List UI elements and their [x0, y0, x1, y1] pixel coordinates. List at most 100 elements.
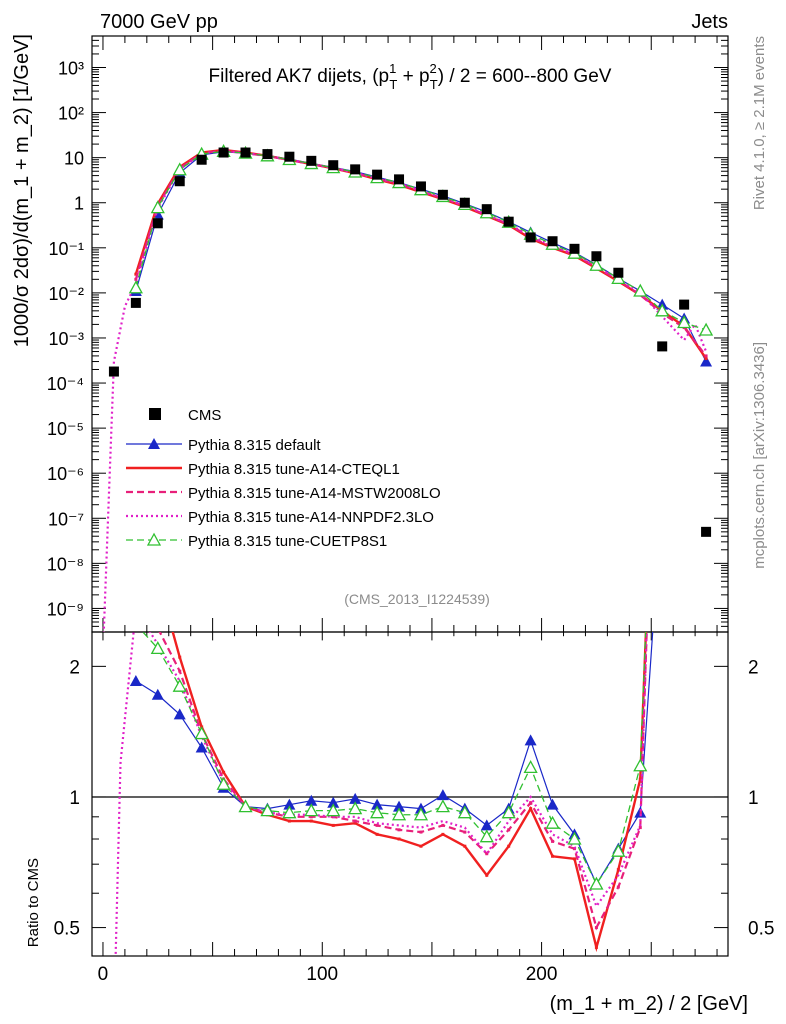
ratio-point-pythia-8-315-tune-a14-mstw2008lo — [397, 828, 401, 832]
data-point-cms — [459, 197, 470, 208]
ratio-point-pythia-8-315-tune-cuetp8s1 — [370, 805, 385, 819]
legend: CMS Pythia 8.315 default Pythia 8.315 tune… — [126, 407, 441, 550]
ratio-point-pythia-8-315-default — [129, 675, 142, 687]
ratio-point-pythia-8-315-default — [371, 798, 384, 810]
data-point-cms — [591, 251, 602, 262]
data-point-cms — [372, 169, 383, 180]
ratio-point-pythia-8-315-tune-a14-cteql1 — [397, 837, 401, 841]
ratio-point-pythia-8-315-tune-cuetp8s1 — [633, 758, 648, 772]
data-point-cms — [415, 181, 426, 192]
ratio-point-pythia-8-315-tune-a14-mstw2008lo — [485, 852, 489, 856]
ratio-point-pythia-8-315-default — [283, 798, 296, 810]
legend-label: Pythia 8.315 tune-A14-CTEQL1 — [188, 461, 400, 478]
chart-title: Filtered AK7 dijets, (p1 T + p2 T) / 2 = 6… — [209, 61, 612, 92]
ratio-point-pythia-8-315-default — [436, 789, 449, 801]
ratio-point-pythia-8-315-tune-cuetp8s1 — [130, 618, 142, 629]
ratio-point-pythia-8-315-tune-a14-mstw2008lo — [638, 826, 642, 830]
ratio-point-pythia-8-315-tune-a14-mstw2008lo — [650, 492, 653, 495]
ratio-point-pythia-8-315-tune-a14-cteql1 — [331, 823, 335, 827]
ratio-point-pythia-8-315-tune-cuetp8s1 — [391, 807, 407, 821]
data-point-pythia-8-315-tune-cuetp8s1 — [611, 271, 626, 285]
ratio-line-pythia-8-315-tune-a14-nnpdf2-3lo — [114, 632, 648, 956]
ratio-point-pythia-8-315-tune-a14-cteql1 — [419, 844, 423, 848]
ratio-point-pythia-8-315-tune-cuetp8s1 — [172, 678, 187, 692]
ratio-y-tick-labels: 0.5 0.5 1 1 2 2 — [54, 657, 775, 939]
data-point-pythia-8-315-tune-a14-mstw2008lo — [134, 277, 138, 281]
ratio-point-pythia-8-315-tune-a14-mstw2008lo — [616, 885, 620, 889]
data-point-cms — [306, 155, 317, 166]
data-point-cms — [108, 366, 119, 377]
axis-ticks — [92, 35, 728, 956]
data-point-cms — [525, 232, 536, 243]
ratio-point-pythia-8-315-default — [656, 488, 668, 499]
ratio-point-pythia-8-315-tune-a14-mstw2008lo — [178, 669, 182, 673]
ratio-point-pythia-8-315-tune-cuetp8s1 — [645, 488, 657, 499]
ratio-point-pythia-8-315-tune-a14-cteql1 — [529, 807, 533, 811]
data-point-pythia-8-315-tune-cuetp8s1 — [150, 200, 165, 214]
legend-marker — [148, 438, 160, 449]
rivet-version-label: Rivet 4.1.0, ≥ 2.1M events — [751, 36, 768, 210]
legend-marker-cms — [149, 408, 161, 420]
data-point-pythia-8-315-tune-cuetp8s1 — [128, 280, 143, 294]
legend-label: Pythia 8.315 tune-A14-NNPDF2.3LO — [188, 509, 434, 526]
series-line-pythia-8-315-tune-a14-cteql1 — [134, 148, 708, 360]
ratio-point-pythia-8-315-tune-a14-cteql1 — [594, 945, 598, 949]
data-point-pythia-8-315-tune-cuetp8s1 — [655, 303, 670, 317]
ratio-point-pythia-8-315-tune-cuetp8s1 — [304, 803, 319, 817]
data-point-pythia-8-315-tune-cuetp8s1 — [172, 162, 187, 176]
y-tick-label: 10³ — [58, 59, 84, 79]
ratio-point-pythia-8-315-tune-cuetp8s1 — [238, 799, 253, 813]
ratio-point-pythia-8-315-tune-cuetp8s1 — [589, 876, 604, 890]
ratio-point-pythia-8-315-tune-a14-cteql1 — [572, 857, 576, 861]
data-point-cms — [350, 164, 361, 175]
series-line-pythia-8-315-tune-cuetp8s1 — [135, 150, 707, 331]
ratio-line-pythia-8-315-tune-a14-mstw2008lo — [158, 632, 648, 931]
x-axis-label: (m_1 + m_2) / 2 [GeV] — [550, 993, 748, 1015]
ratio-point-pythia-8-315-default — [393, 800, 406, 812]
y-tick-label: 10 — [64, 149, 84, 169]
data-point-pythia-8-315-tune-cuetp8s1 — [633, 283, 648, 297]
ratio-point-pythia-8-315-tune-cuetp8s1 — [413, 807, 429, 821]
ratio-line-pythia-8-315-default — [135, 632, 654, 886]
data-point-pythia-8-315-tune-a14-cteql1 — [704, 357, 708, 361]
data-point-cms — [174, 176, 185, 187]
ratio-point-pythia-8-315-tune-a14-mstw2008lo — [441, 823, 445, 827]
ratio-point-pythia-8-315-tune-a14-mstw2008lo — [419, 830, 423, 834]
ratio-point-pythia-8-315-tune-a14-mstw2008lo — [375, 823, 379, 827]
main-plot-series — [102, 143, 714, 632]
y-tick-label: 1 — [74, 194, 84, 214]
data-point-cms — [240, 147, 251, 158]
ratio-point-pythia-8-315-tune-a14-cteql1 — [178, 655, 182, 659]
data-point-cms — [481, 204, 492, 215]
data-point-pythia-8-315-tune-a14-cteql1 — [134, 272, 138, 276]
x-tick-label: 0 — [98, 964, 109, 985]
data-point-pythia-8-315-default — [700, 355, 713, 367]
data-point-cms — [679, 299, 690, 310]
data-point-pythia-8-315-tune-cuetp8s1 — [677, 315, 692, 329]
ratio-point-pythia-8-315-tune-cuetp8s1 — [260, 803, 275, 817]
ratio-plot-series — [114, 488, 668, 956]
ratio-point-pythia-8-315-tune-a14-mstw2008lo — [309, 815, 313, 819]
ratio-point-pythia-8-315-tune-a14-cteql1 — [375, 832, 379, 836]
y-tick-label-right: 0.5 — [748, 919, 774, 940]
ratio-point-pythia-8-315-default — [480, 819, 493, 831]
ratio-point-pythia-8-315-tune-a14-cteql1 — [638, 777, 642, 781]
ratio-point-pythia-8-315-default — [349, 792, 362, 804]
legend-label: Pythia 8.315 default — [188, 437, 321, 454]
ratio-point-pythia-8-315-tune-a14-mstw2008lo — [594, 926, 598, 930]
ratio-point-pythia-8-315-tune-cuetp8s1 — [545, 815, 560, 829]
legend-label: Pythia 8.315 tune-A14-MSTW2008LO — [188, 485, 441, 502]
ratio-point-pythia-8-315-tune-cuetp8s1 — [282, 805, 297, 819]
ratio-point-pythia-8-315-tune-a14-mstw2008lo — [134, 565, 137, 568]
ratio-point-pythia-8-315-default — [173, 708, 186, 720]
y-tick-label: 10⁻¹ — [48, 239, 84, 259]
ratio-point-pythia-8-315-default — [546, 798, 559, 810]
x-tick-label: 100 — [306, 964, 338, 985]
ratio-point-pythia-8-315-tune-a14-cteql1 — [650, 492, 653, 495]
ratio-point-pythia-8-315-default — [195, 741, 208, 753]
ratio-point-pythia-8-315-tune-a14-cteql1 — [551, 854, 555, 858]
ratio-point-pythia-8-315-tune-a14-cteql1 — [222, 770, 226, 774]
series-line-pythia-8-315-tune-a14-mstw2008lo — [134, 149, 707, 357]
ratio-point-pythia-8-315-tune-cuetp8s1 — [457, 805, 472, 819]
data-point-pythia-8-315-tune-cuetp8s1 — [589, 257, 604, 271]
